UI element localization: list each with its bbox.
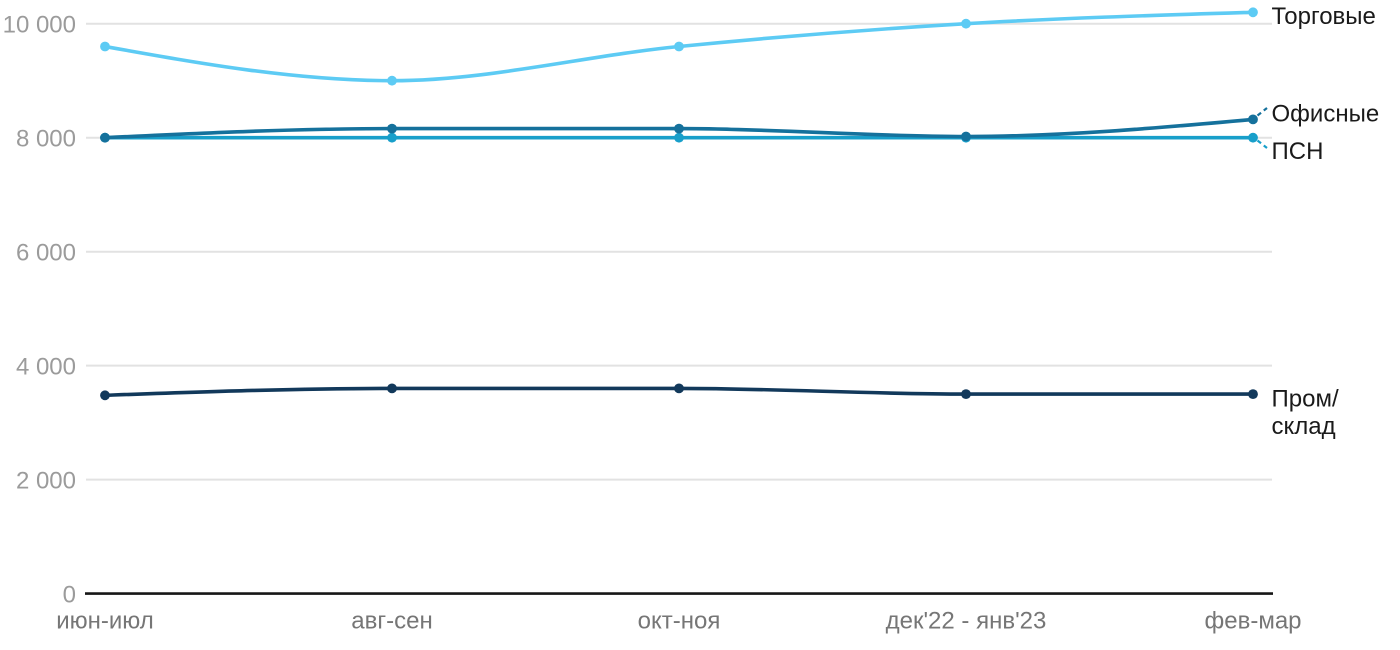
svg-text:0: 0: [63, 581, 76, 608]
svg-text:фев-мар: фев-мар: [1204, 608, 1301, 635]
svg-text:окт-ноя: окт-ноя: [638, 608, 721, 635]
svg-text:авг-сен: авг-сен: [351, 608, 432, 635]
svg-text:6 000: 6 000: [16, 239, 76, 266]
svg-text:Торговые: Торговые: [1272, 3, 1376, 30]
svg-text:8 000: 8 000: [16, 125, 76, 152]
svg-text:4 000: 4 000: [16, 353, 76, 380]
svg-text:10 000: 10 000: [3, 11, 76, 38]
svg-text:дек'22 - янв'23: дек'22 - янв'23: [886, 608, 1047, 635]
svg-text:Пром/: Пром/: [1272, 385, 1339, 412]
svg-text:Офисные: Офисные: [1272, 100, 1380, 127]
svg-text:2 000: 2 000: [16, 467, 76, 494]
svg-text:склад: склад: [1272, 413, 1336, 440]
svg-text:ПСН: ПСН: [1272, 138, 1324, 165]
svg-text:июн-июл: июн-июл: [56, 608, 154, 635]
